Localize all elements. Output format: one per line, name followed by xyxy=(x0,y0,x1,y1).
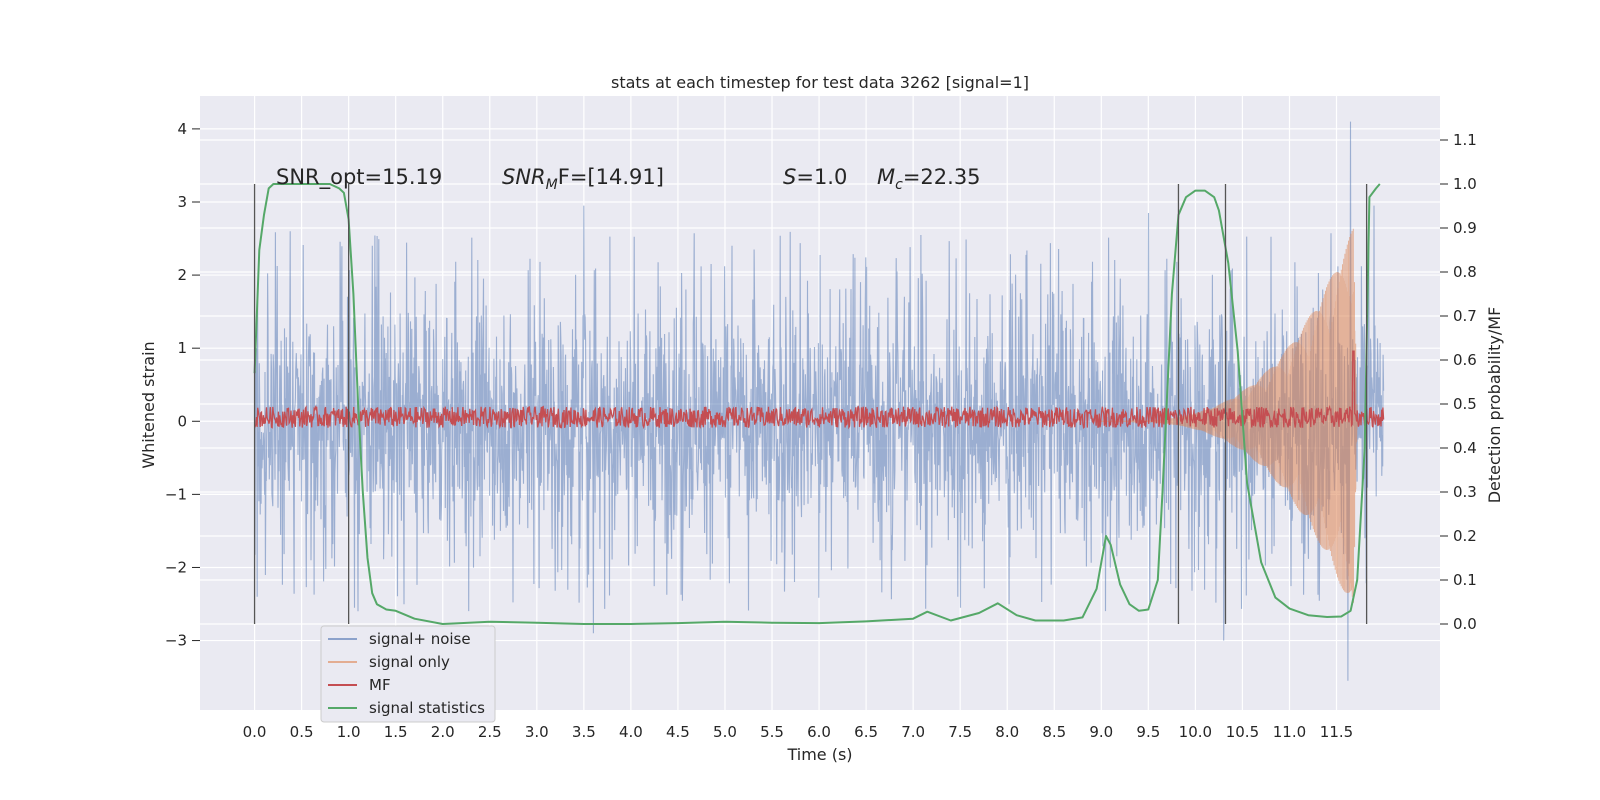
mc-name: M xyxy=(877,165,895,189)
x-axis-label: Time (s) xyxy=(786,745,852,764)
x-tick-label: 0.5 xyxy=(290,723,314,741)
y-tick-label-right: 0.8 xyxy=(1453,263,1477,281)
x-tick-label: 0.0 xyxy=(243,723,267,741)
x-tick-label: 2.0 xyxy=(431,723,455,741)
chart-title: stats at each timestep for test data 326… xyxy=(611,73,1029,92)
x-tick-label: 4.5 xyxy=(666,723,690,741)
y-tick-label-left: −3 xyxy=(165,632,187,650)
x-tick-label: 3.5 xyxy=(572,723,596,741)
y-tick-label-right: 1.0 xyxy=(1453,175,1477,193)
y-tick-label-right: 1.1 xyxy=(1453,131,1477,149)
y-axis-label-right: Detection probability/MF xyxy=(1485,307,1504,504)
x-tick-label: 2.5 xyxy=(478,723,502,741)
legend-label-mf: MF xyxy=(369,676,391,694)
x-tick-label: 1.5 xyxy=(384,723,408,741)
x-tick-label: 10.0 xyxy=(1179,723,1212,741)
snr-mf-annotation: SNRMF=[14.91] xyxy=(502,165,664,193)
y-tick-label-right: 0.7 xyxy=(1453,307,1477,325)
x-tick-label: 11.5 xyxy=(1320,723,1353,741)
y-axis-label-left: Whitened strain xyxy=(139,341,158,468)
x-tick-label: 6.5 xyxy=(854,723,878,741)
legend-label-signal-statistics: signal statistics xyxy=(369,699,485,717)
y-tick-label-left: −1 xyxy=(165,485,187,503)
x-tick-label: 10.5 xyxy=(1226,723,1259,741)
x-tick-label: 11.0 xyxy=(1273,723,1306,741)
snr-mf-subscript: M xyxy=(546,177,558,193)
snr-mf-value: F=[14.91] xyxy=(558,165,664,189)
mc-value: =22.35 xyxy=(903,165,981,189)
x-tick-label: 9.0 xyxy=(1089,723,1113,741)
snr-opt-annotation: SNR_opt=15.19 xyxy=(276,165,442,190)
x-tick-label: 5.5 xyxy=(760,723,784,741)
trace-signal-noise xyxy=(254,121,1385,681)
x-tick-label: 8.0 xyxy=(995,723,1019,741)
y-tick-label-left: 2 xyxy=(177,266,187,284)
x-tick-label: 5.0 xyxy=(713,723,737,741)
s-value: =1.0 xyxy=(796,165,847,189)
vertical-markers xyxy=(253,184,1368,624)
mc-annotation: Mc=22.35 xyxy=(877,165,981,193)
y-tick-label-right: 0.0 xyxy=(1453,615,1477,633)
x-tick-label: 6.0 xyxy=(807,723,831,741)
s-name: S xyxy=(783,165,796,189)
ticks: 0.0 0.5 1.0 1.5 2.0 2.5 3.0 3.5 4.0 4.5 5.0 5.5 6.0 6… xyxy=(165,120,1477,741)
trace-signal-statistics xyxy=(253,183,1381,625)
snr-mf-name: SNR xyxy=(502,165,546,189)
x-tick-label: 3.0 xyxy=(525,723,549,741)
legend-label-signal-noise: signal+ noise xyxy=(369,630,471,648)
s-annotation: S=1.0 xyxy=(783,165,847,189)
y-tick-label-right: 0.9 xyxy=(1453,219,1477,237)
x-tick-label: 1.0 xyxy=(337,723,361,741)
y-tick-label-right: 0.3 xyxy=(1453,483,1477,501)
y-tick-label-right: 0.6 xyxy=(1453,351,1477,369)
annotations: SNR_opt=15.19 SNRMF=[14.91] S=1.0 Mc=22.… xyxy=(276,165,981,193)
x-tick-label: 9.5 xyxy=(1136,723,1160,741)
legend: signal+ noise signal only MF signal stat… xyxy=(320,625,496,723)
y-tick-label-right: 0.1 xyxy=(1453,571,1477,589)
y-tick-label-left: −2 xyxy=(165,558,187,576)
legend-label-signal-only: signal only xyxy=(369,653,450,671)
legend-box xyxy=(320,625,496,723)
y-tick-label-right: 0.2 xyxy=(1453,527,1477,545)
mc-subscript: c xyxy=(895,177,903,193)
y-tick-label-left: 0 xyxy=(177,412,187,430)
y-tick-label-left: 4 xyxy=(177,120,187,138)
x-tick-label: 8.5 xyxy=(1042,723,1066,741)
x-tick-label: 7.0 xyxy=(901,723,925,741)
x-tick-label: 7.5 xyxy=(948,723,972,741)
y-tick-label-left: 3 xyxy=(177,193,187,211)
traces xyxy=(253,121,1385,681)
x-tick-label: 4.0 xyxy=(619,723,643,741)
y-tick-label-right: 0.5 xyxy=(1453,395,1477,413)
y-tick-label-left: 1 xyxy=(177,339,187,357)
trace-mf xyxy=(254,350,1385,430)
y-tick-label-right: 0.4 xyxy=(1453,439,1477,457)
